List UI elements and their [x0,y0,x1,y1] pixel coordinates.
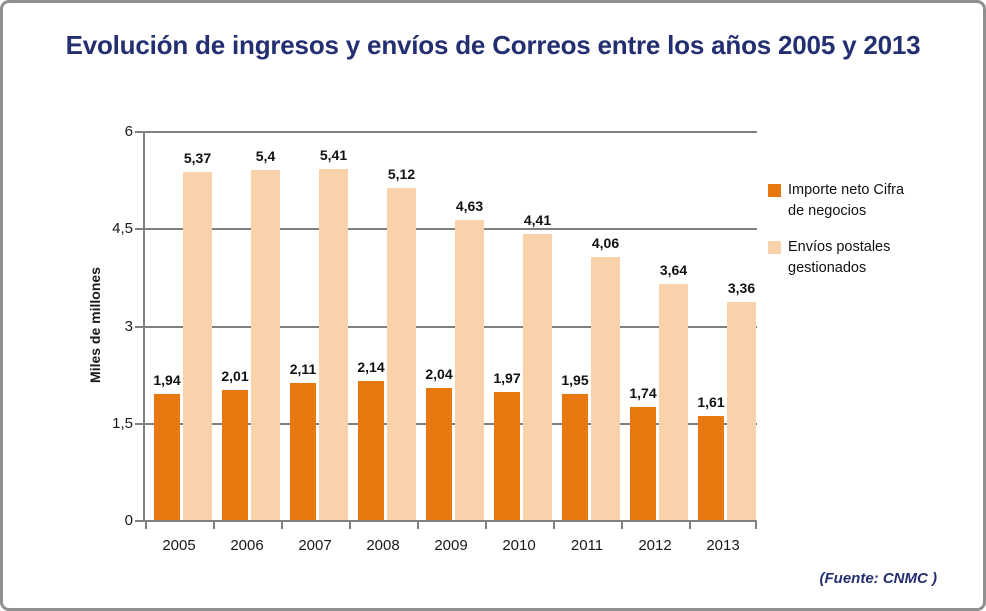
x-tick-label-2010: 2010 [502,537,536,554]
bar-envios-2006 [251,169,280,520]
bar-value-label: 3,64 [659,262,688,279]
gridline-3 [145,325,757,328]
bar-value-label: 2,01 [221,367,249,384]
source-note: (Fuente: CNMC ) [819,570,937,587]
bar-importe-2011 [562,393,588,520]
bar-importe-2010 [494,392,520,520]
bar-importe-2013 [698,415,724,520]
bar-importe-2009 [426,387,452,520]
bar-value-label: 2,14 [357,359,385,376]
bar-envios-2011 [591,256,620,520]
bottom-tick [145,522,147,529]
chart-title: Evolución de ingresos y envíos de Correo… [65,30,921,60]
x-tick-label-2009: 2009 [434,537,468,554]
bottom-tick [213,522,215,529]
bar-value-label: 3,36 [727,280,756,297]
bar-value-label: 2,04 [425,365,453,382]
y-tick-label: 6 [124,123,133,140]
legend-swatch [768,184,781,197]
bottom-tick [281,522,283,529]
bar-value-label: 5,4 [255,147,276,164]
plot-area: 0 1,5 3 4,5 6 1,94 5,37 2005 2,01 5,4 2006 2,11 5,41… [112,123,757,554]
x-tick-label-2012: 2012 [638,537,672,554]
bar-envios-2010 [523,234,552,520]
bottom-tick [553,522,555,529]
bar-envios-2009 [455,219,484,520]
bar-envios-2012 [659,284,688,520]
left-tick [135,131,143,133]
bar-value-label: 4,63 [455,197,484,214]
bar-value-label: 1,61 [697,393,725,410]
bar-importe-2007 [290,383,316,520]
bottom-tick [689,522,691,529]
legend-swatch [768,241,781,254]
bar-envios-2005 [183,171,212,520]
gridline-6 [145,131,757,133]
gridline-4,5 [145,228,757,231]
x-tick-label-2008: 2008 [366,537,400,554]
bar-importe-2008 [358,381,384,520]
x-tick-label-2013: 2013 [706,537,740,554]
bar-value-label: 5,41 [319,147,348,164]
y-tick-label: 1,5 [112,414,133,432]
bar-value-label: 4,06 [591,234,620,251]
bar-importe-2006 [222,389,248,520]
bar-value-label: 1,94 [153,372,181,389]
bottom-tick [621,522,623,529]
bar-value-label: 1,74 [629,385,657,402]
bottom-tick [485,522,487,529]
right-tick [749,228,757,231]
x-tick-label-2005: 2005 [162,537,196,554]
x-tick-label-2011: 2011 [570,537,604,554]
bottom-tick [755,522,757,529]
bottom-tick [417,522,419,529]
bar-value-label: 5,37 [183,149,212,166]
bar-value-label: 1,97 [493,370,521,387]
right-tick [749,131,757,133]
legend: Importe neto Cifra de negocios Envíos post… [768,180,958,294]
y-tick-label: 3 [124,317,133,335]
bar-value-label: 5,12 [387,166,416,183]
bar-envios-2013 [727,302,756,520]
bar-importe-2005 [154,394,180,520]
bar-value-label: 2,11 [289,361,317,378]
bar-value-label: 1,95 [561,371,589,388]
left-tick [135,422,143,425]
y-tick-label: 0 [124,512,133,529]
x-tick-label-2007: 2007 [298,537,332,554]
bar-value-label: 4,41 [523,212,552,229]
left-tick [135,228,143,231]
x-tick-label-2006: 2006 [230,537,264,554]
legend-label: Importe neto Cifra de negocios [788,182,905,219]
bar-envios-2008 [387,188,416,520]
bottom-tick [349,522,351,529]
y-tick-label: 4,5 [112,220,133,238]
bar-envios-2007 [319,169,348,520]
legend-label: Envíos postales gestionados [788,239,891,276]
left-tick [135,520,143,522]
legend-item: Envíos postales gestionados [768,237,958,279]
legend-item: Importe neto Cifra de negocios [768,180,958,222]
bar-importe-2012 [630,407,656,520]
left-tick [135,325,143,328]
